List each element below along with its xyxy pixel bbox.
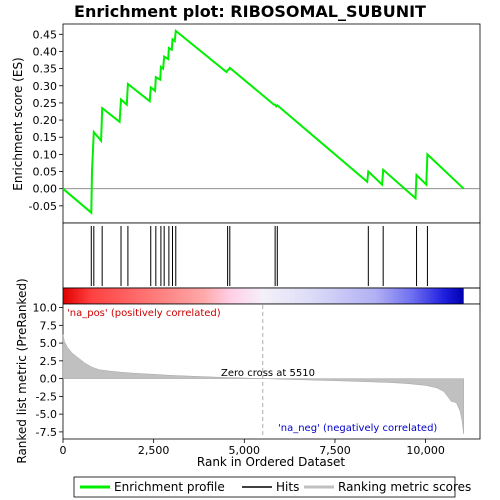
es-y-tick-label: 0.40 (33, 45, 58, 58)
es-y-axis-label: Enrichment score (ES) (11, 57, 25, 190)
rank-heat-bar (62, 287, 481, 305)
metric-y-axis-label: Ranked list metric (PreRanked) (15, 278, 29, 463)
legend-enrichment-label: Enrichment profile (114, 480, 225, 494)
x-tick-label: 10,000 (406, 444, 445, 457)
metric-panel: -7.5 -5.0 -2.5 0.0 2.5 5.0 7.5 10.0 'na_pos' (p… (15, 278, 481, 464)
es-y-tick-label: 0.00 (33, 183, 58, 196)
x-tick-label: 7,500 (319, 444, 351, 457)
legend-hits-label: Hits (276, 480, 299, 494)
es-y-tick-label: 0.30 (33, 80, 58, 93)
es-panel: -0.05 0.00 0.05 0.10 0.15 0.20 0.25 0.30 0.35 0.4… (11, 23, 481, 224)
x-tick-label: 2,500 (138, 444, 170, 457)
es-y-axis: -0.05 0.00 0.05 0.10 0.15 0.20 0.25 0.30 0.35 0.4… (29, 28, 63, 213)
es-y-tick-label: 0.10 (33, 148, 58, 161)
es-y-tick-label: 0.35 (33, 63, 58, 76)
es-y-tick-label: 0.15 (33, 131, 58, 144)
legend-metric-label: Ranking metric scores (338, 480, 471, 494)
es-y-tick-label: 0.05 (33, 166, 58, 179)
metric-y-tick-label: 2.5 (40, 355, 58, 368)
x-tick-label: 5,000 (229, 444, 261, 457)
zero-cross-label: Zero cross at 5510 (221, 368, 315, 379)
hits-frame (62, 222, 481, 289)
legend: Enrichment profile Hits Ranking metric s… (73, 476, 471, 498)
es-y-tick-label: 0.25 (33, 97, 58, 110)
metric-y-axis: -7.5 -5.0 -2.5 0.0 2.5 5.0 7.5 10.0 (33, 302, 63, 439)
es-plot-frame (62, 23, 481, 224)
metric-y-tick-label: -2.5 (36, 390, 57, 403)
metric-plot-frame (62, 303, 481, 440)
positive-correlation-label: 'na_pos' (positively correlated) (67, 308, 221, 319)
negative-correlation-label: 'na_neg' (negatively correlated) (278, 423, 437, 434)
ranking-metric-area (62, 334, 464, 435)
enrichment-profile-line (62, 28, 465, 215)
hit-marks (90, 226, 428, 286)
metric-y-tick-label: 10.0 (33, 302, 58, 315)
metric-y-tick-label: 5.0 (40, 337, 58, 350)
es-y-tick-label: 0.45 (33, 28, 58, 41)
chart-title: Enrichment plot: RIBOSOMAL_SUBUNIT (74, 2, 426, 21)
es-y-tick-label: 0.20 (33, 114, 58, 127)
x-axis: 0 2,500 5,000 7,500 10,000 (60, 439, 445, 457)
metric-y-tick-label: 7.5 (40, 319, 58, 332)
x-axis-label: Rank in Ordered Dataset (197, 455, 345, 469)
metric-y-tick-label: -5.0 (36, 408, 57, 421)
x-tick-label: 0 (60, 444, 67, 457)
heat-gradient (63, 288, 464, 304)
es-y-tick-label: -0.05 (29, 200, 57, 213)
metric-y-tick-label: 0.0 (40, 373, 58, 386)
metric-y-tick-label: -7.5 (36, 426, 57, 439)
hits-panel (62, 222, 481, 289)
